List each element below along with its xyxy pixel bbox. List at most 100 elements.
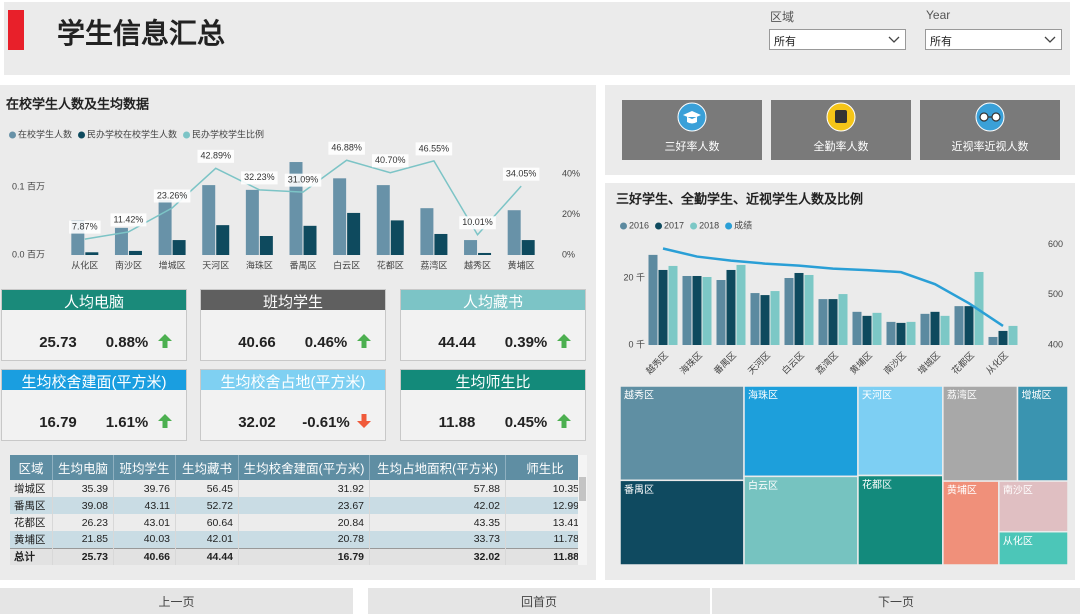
bar bbox=[716, 280, 726, 345]
kpi-card: 人均电脑 25.73 0.88% bbox=[1, 289, 187, 361]
filter-dropdown[interactable]: 所有 bbox=[769, 29, 906, 50]
kpi-change: 0.46% bbox=[304, 334, 348, 351]
table-cell: 42.02 bbox=[369, 497, 506, 514]
data-label-box bbox=[372, 154, 409, 168]
table-cell: 39.76 bbox=[113, 480, 176, 497]
treemap-label: 花都区 bbox=[862, 478, 892, 491]
bar bbox=[202, 185, 216, 255]
chevron-path bbox=[1044, 36, 1056, 43]
bar bbox=[245, 189, 259, 255]
data-label-box bbox=[110, 213, 147, 227]
x-tick-label: 海珠区 bbox=[677, 349, 704, 376]
line bbox=[84, 159, 522, 240]
trend-arrow-shape bbox=[357, 334, 371, 348]
x-tick-label: 越秀区 bbox=[464, 259, 491, 270]
bar bbox=[464, 240, 478, 255]
legend-swatch bbox=[183, 131, 191, 139]
kpi-header: 人均电脑 bbox=[2, 290, 186, 311]
legend-swatch bbox=[725, 222, 733, 230]
data-label: 42.89% bbox=[200, 151, 231, 161]
bar bbox=[770, 291, 780, 345]
legend-swatch bbox=[620, 222, 627, 230]
y2-tick-label: 20% bbox=[562, 209, 580, 219]
bar bbox=[216, 225, 230, 255]
table-cell: 12.99 bbox=[505, 497, 585, 514]
bar bbox=[940, 315, 950, 345]
column-header[interactable]: 班均学生 bbox=[113, 455, 176, 480]
bar bbox=[1008, 325, 1018, 345]
treemap-cell bbox=[998, 530, 1069, 566]
bar bbox=[303, 225, 317, 255]
treemap-label: 从化区 bbox=[1003, 534, 1033, 547]
bar bbox=[347, 212, 361, 255]
data-label: 46.88% bbox=[331, 143, 362, 153]
nav-button[interactable]: 上一页 bbox=[0, 588, 353, 614]
bar bbox=[478, 252, 492, 255]
nav-button[interactable]: 回首页 bbox=[368, 588, 710, 614]
column-header[interactable]: 生均电脑 bbox=[52, 455, 114, 480]
bar bbox=[872, 312, 882, 345]
kpi-title: 人均电脑 bbox=[63, 294, 124, 311]
metric-button[interactable]: 近视率近视人数 bbox=[920, 100, 1060, 160]
table-cell: 40.66 bbox=[113, 548, 176, 565]
kpi-card: 生均校舍建面(平方米) 16.79 1.61% bbox=[1, 369, 187, 441]
data-label-box bbox=[241, 171, 278, 185]
column-header[interactable]: 生均占地面积(平方米) bbox=[369, 455, 506, 480]
button-icon bbox=[826, 102, 856, 132]
line bbox=[662, 247, 1004, 327]
trend-arrow-shape bbox=[357, 414, 371, 428]
kpi-header: 人均藏书 bbox=[401, 290, 585, 311]
bar bbox=[828, 299, 838, 345]
kpi-header: 生均校舍占地(平方米) bbox=[201, 370, 385, 391]
kpi-value: 44.44 bbox=[438, 334, 476, 351]
data-label: 32.23% bbox=[244, 172, 275, 182]
table-cell: 10.35 bbox=[505, 480, 585, 497]
legend-label: 2018 bbox=[699, 220, 719, 230]
table-row: 番禺区 39.08 43.11 52.72 23.67 42.02 12.99 bbox=[10, 497, 585, 514]
trend-arrow bbox=[357, 334, 371, 348]
table-cell: 13.41 bbox=[505, 514, 585, 531]
chevron-path bbox=[888, 36, 900, 43]
nav-button[interactable]: 下一页 bbox=[712, 588, 1080, 614]
table-cell: 16.79 bbox=[238, 548, 370, 565]
kpi-value: 25.73 bbox=[39, 334, 77, 351]
kpi-header: 生均师生比 bbox=[401, 370, 585, 391]
column-header[interactable]: 生均藏书 bbox=[175, 455, 239, 480]
metric-button[interactable]: 全勤率人数 bbox=[771, 100, 911, 160]
y-tick-label: 0.1 百万 bbox=[12, 182, 45, 192]
bar bbox=[760, 295, 770, 345]
y-tick-label: 20 千 bbox=[623, 272, 645, 282]
bar bbox=[172, 240, 186, 255]
table-cell: 40.03 bbox=[113, 531, 176, 548]
trend-arrow-shape bbox=[158, 334, 172, 348]
x-tick-label: 越秀区 bbox=[643, 349, 670, 376]
y2-tick-label: 0% bbox=[562, 249, 575, 259]
treemap-label: 南沙区 bbox=[1003, 484, 1033, 497]
x-tick-label: 花都区 bbox=[377, 259, 404, 270]
data-label-box bbox=[502, 167, 540, 181]
column-header[interactable]: 区域 bbox=[10, 455, 53, 480]
bar bbox=[420, 208, 434, 255]
treemap-cell bbox=[942, 480, 1000, 566]
kpi-change: 0.88% bbox=[105, 334, 149, 351]
filter-label: Year bbox=[926, 8, 951, 22]
x-tick-label: 黄埔区 bbox=[847, 349, 874, 376]
x-tick-label: 白云区 bbox=[779, 349, 806, 376]
x-tick-label: 白云区 bbox=[333, 259, 360, 270]
bar bbox=[804, 274, 814, 345]
table-cell: 总计 bbox=[10, 548, 53, 565]
kpi-value: 40.66 bbox=[238, 334, 276, 351]
scrollbar[interactable] bbox=[578, 455, 587, 565]
kpi-change: -0.61% bbox=[302, 414, 350, 431]
metric-button[interactable]: 三好率人数 bbox=[622, 100, 762, 160]
column-header[interactable]: 生均校舍建面(平方米) bbox=[238, 455, 370, 480]
button-label: 三好率人数 bbox=[664, 141, 720, 153]
column-header[interactable]: 师生比 bbox=[505, 455, 585, 480]
filter-value: 所有 bbox=[930, 36, 952, 48]
table-cell: 43.11 bbox=[113, 497, 176, 514]
bar bbox=[750, 293, 760, 345]
bar bbox=[648, 254, 658, 345]
bar bbox=[886, 321, 896, 345]
treemap-label: 越秀区 bbox=[624, 389, 654, 402]
filter-dropdown[interactable]: 所有 bbox=[925, 29, 1062, 50]
